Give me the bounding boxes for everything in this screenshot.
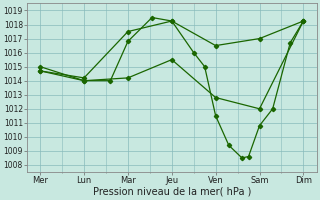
X-axis label: Pression niveau de la mer( hPa ): Pression niveau de la mer( hPa ) [92,187,251,197]
